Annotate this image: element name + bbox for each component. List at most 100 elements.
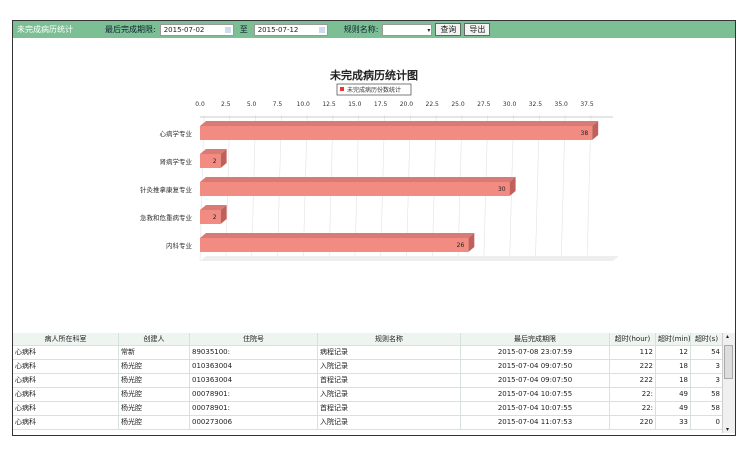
column-header[interactable]: 超时(s) (691, 333, 723, 345)
column-header[interactable]: 超时(min) (658, 333, 691, 345)
x-tick-label: 35.0 (555, 101, 569, 108)
table-cell: 入院记录 (318, 388, 461, 401)
legend-label: 未完成病历份数统计 (347, 86, 401, 94)
table-cell: 18 (656, 374, 691, 387)
bar-top (200, 205, 227, 210)
table-row[interactable]: 心病科 杨光腔 00078901: 入院记录 2015-07-04 10:07:55 22… (13, 388, 723, 402)
bar (200, 126, 593, 140)
records-table: 病人所在科室 创建人 住院号 规则名称 最后完成期限 超时(hour) 超时(min) 超时(… (13, 333, 723, 430)
scroll-up-icon[interactable]: ▴ (726, 333, 730, 340)
column-header[interactable]: 病人所在科室 (13, 333, 119, 345)
bar-top (200, 121, 599, 126)
table-cell: 18 (656, 360, 691, 373)
table-cell: 010363004 (190, 374, 318, 387)
table-cell: 杨光腔 (119, 402, 190, 415)
table-cell: 2015-07-04 10:07:55 (461, 402, 610, 415)
table-cell: 2015-07-04 10:07:55 (461, 388, 610, 401)
date-to-input[interactable]: 2015-07-12 (253, 23, 328, 36)
column-header[interactable]: 超时(hour) (610, 333, 656, 345)
table-cell: 58 (691, 388, 723, 401)
x-tick-label: 7.5 (273, 101, 283, 108)
table-cell: 心病科 (13, 402, 119, 415)
table-cell: 49 (656, 388, 691, 401)
table-row[interactable]: 心病科 常新 89035100: 病程记录 2015-07-08 23:07:59 112… (13, 346, 723, 360)
legend-swatch (340, 87, 344, 91)
table-cell: 心病科 (13, 346, 119, 359)
legend-box (336, 83, 412, 96)
scrollbar-thumb[interactable] (724, 345, 733, 379)
scroll-down-icon[interactable]: ▾ (726, 426, 730, 433)
table-cell: 112 (610, 346, 656, 359)
bar (200, 154, 221, 168)
table-cell: 89035100: (190, 346, 318, 359)
table-cell: 杨光腔 (119, 388, 190, 401)
table-cell: 49 (656, 402, 691, 415)
y-tick-label: 针灸推拿康复专业 (140, 185, 193, 194)
table-cell: 首程记录 (318, 374, 461, 387)
panel: 未完成病历统计 最后完成期限: 2015-07-02 至 2015-07-12 … (12, 20, 736, 436)
date-from-input[interactable]: 2015-07-02 (159, 23, 234, 36)
date-to-value: 2015-07-12 (257, 25, 299, 34)
table-row[interactable]: 心病科 杨光腔 010363004 首程记录 2015-07-04 09:07:50 22… (13, 374, 723, 388)
bar-side (509, 177, 516, 196)
column-header[interactable]: 规则名称 (318, 333, 461, 345)
table-cell: 54 (691, 346, 723, 359)
scrollbar[interactable]: ▴ ▾ (722, 333, 735, 433)
table-cell: 杨光腔 (119, 360, 190, 373)
table-cell: 3 (691, 360, 723, 373)
table-row[interactable]: 心病科 杨光腔 010363004 入院记录 2015-07-04 09:07:50 22… (13, 360, 723, 374)
table-cell: 010363004 (190, 360, 318, 373)
table-cell: 220 (610, 416, 656, 429)
rule-select[interactable]: ▾ (382, 23, 433, 36)
column-header[interactable]: 创建人 (119, 333, 190, 345)
bar (200, 238, 469, 252)
table-cell: 58 (691, 402, 723, 415)
x-tick-label: 10.0 (297, 101, 311, 108)
table-cell: 杨光腔 (119, 374, 190, 387)
table-cell: 2015-07-04 09:07:50 (461, 360, 610, 373)
y-tick-label: 内科专业 (166, 241, 193, 250)
date-from-value: 2015-07-02 (163, 25, 205, 34)
table-cell: 00078901: (190, 402, 318, 415)
bar (200, 210, 221, 224)
column-header[interactable]: 住院号 (190, 333, 318, 345)
x-tick-label: 15.0 (348, 101, 362, 108)
query-button[interactable]: 查询 (435, 23, 462, 36)
table-cell: 首程记录 (318, 402, 461, 415)
chevron-down-icon[interactable]: ▾ (427, 26, 431, 34)
x-tick-label: 20.0 (400, 101, 414, 108)
export-button[interactable]: 导出 (464, 23, 491, 36)
table-cell: 2015-07-04 09:07:50 (461, 374, 610, 387)
table-cell: 心病科 (13, 416, 119, 429)
calendar-icon[interactable] (318, 26, 325, 33)
table-cell: 入院记录 (318, 416, 461, 429)
data-label: 26 (457, 242, 465, 249)
bar-top (200, 233, 475, 238)
bar-side (592, 121, 599, 140)
chart-floor (200, 256, 619, 261)
x-tick-label: 25.0 (451, 101, 465, 108)
table-row[interactable]: 心病科 杨光腔 000273006 入院记录 2015-07-04 11:07:53 22… (13, 416, 723, 430)
table-row[interactable]: 心病科 杨光腔 00078901: 首程记录 2015-07-04 10:07:55 22… (13, 402, 723, 416)
data-label: 38 (581, 130, 589, 137)
table-cell: 00078901: (190, 388, 318, 401)
table-header-row: 病人所在科室 创建人 住院号 规则名称 最后完成期限 超时(hour) 超时(min) 超时(… (13, 333, 723, 346)
y-tick-label: 心病学专业 (160, 129, 193, 138)
table-cell: 心病科 (13, 360, 119, 373)
calendar-icon[interactable] (224, 26, 231, 33)
x-tick-label: 2.5 (221, 101, 231, 108)
rule-label: 规则名称: (343, 25, 379, 34)
x-tick-label: 27.5 (477, 101, 491, 108)
table-cell: 22: (610, 388, 656, 401)
chart-title: 未完成病历统计图 (329, 68, 418, 82)
table-cell: 2015-07-08 23:07:59 (461, 346, 610, 359)
x-tick-label: 5.0 (247, 101, 257, 108)
table-cell: 2015-07-04 11:07:53 (461, 416, 610, 429)
column-header[interactable]: 最后完成期限 (461, 333, 610, 345)
x-tick-label: 22.5 (426, 101, 440, 108)
data-label: 30 (498, 186, 506, 193)
table-cell: 222 (610, 374, 656, 387)
bar-top (200, 149, 227, 154)
